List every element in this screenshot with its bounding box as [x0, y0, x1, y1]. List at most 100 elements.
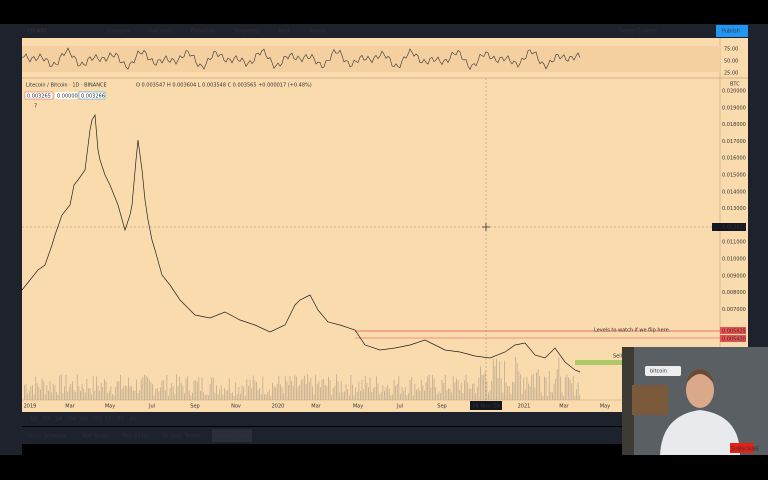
volume-bar — [257, 390, 259, 400]
volume-bar — [38, 387, 40, 400]
timeframe[interactable]: 1Y — [105, 417, 112, 423]
volume-bar — [481, 374, 483, 400]
volume-bar — [248, 386, 249, 400]
volume-bar — [113, 395, 115, 400]
volume-bar — [307, 374, 309, 400]
volume-bar — [128, 377, 129, 400]
volume-bar — [539, 376, 541, 400]
volume-bar — [252, 375, 254, 400]
volume-bar — [425, 382, 427, 400]
price-line — [21, 113, 581, 373]
timeframe[interactable]: 5D — [43, 417, 50, 423]
volume-bar — [222, 394, 224, 400]
volume-bar — [550, 392, 552, 400]
toolbar-button[interactable]: Indicators — [148, 29, 173, 35]
legend-box — [55, 92, 77, 99]
volume-bar — [152, 383, 153, 400]
crosshair-price-box — [712, 223, 746, 231]
volume-bar — [235, 382, 237, 400]
timeframe[interactable]: 5Y — [118, 417, 125, 423]
publish-button[interactable] — [716, 25, 748, 37]
volume-bar — [435, 386, 437, 400]
volume-bar — [451, 392, 453, 400]
volume-bar — [96, 376, 97, 400]
volume-bar — [211, 377, 213, 400]
volume-bar — [436, 394, 438, 400]
level-label: 0.005430 — [722, 337, 746, 343]
bottom-tab[interactable]: Strategy Tester — [162, 434, 201, 440]
volume-bar — [44, 394, 46, 400]
time-tick-label: Sep — [190, 404, 199, 410]
volume-bar — [464, 380, 465, 400]
volume-bar — [107, 393, 109, 400]
time-tick-label: Mar — [65, 404, 75, 410]
legend-value: 0.00000 — [57, 94, 78, 100]
volume-bar — [214, 392, 216, 400]
volume-bar — [414, 384, 416, 400]
bottom-tab[interactable]: Text Notes — [81, 434, 109, 440]
volume-bar — [339, 392, 341, 400]
volume-bar — [560, 376, 561, 400]
timeframe[interactable]: 3M — [68, 417, 76, 423]
bottom-tab[interactable]: Pine Editor — [122, 434, 150, 440]
volume-bar — [145, 375, 147, 400]
volume-bar — [328, 376, 329, 400]
volume-bar — [355, 387, 357, 400]
volume-bar — [352, 384, 353, 400]
toolbar-button[interactable]: Alert — [278, 29, 290, 35]
volume-bar — [385, 387, 387, 400]
volume-bar — [569, 379, 571, 400]
subscribe-button[interactable] — [730, 443, 754, 453]
timeframe[interactable]: 1D — [30, 417, 37, 423]
volume-bar — [70, 383, 72, 400]
volume-bar — [302, 378, 304, 400]
volume-bar — [356, 392, 358, 400]
price-tick-label: 0.014000 — [722, 189, 746, 195]
volume-bar — [372, 388, 374, 400]
volume-bar — [126, 386, 128, 400]
publish-label[interactable]: Publish — [722, 29, 740, 35]
volume-bar — [179, 376, 181, 400]
toolbar-button[interactable]: Compare — [108, 29, 131, 35]
toolbar-button[interactable]: Financials — [191, 29, 216, 35]
volume-bar — [36, 383, 38, 400]
volume-bar — [398, 376, 400, 400]
timeframe[interactable]: YTD — [92, 417, 103, 423]
toolbar-button[interactable]: Replay — [309, 29, 326, 35]
volume-bar — [254, 380, 256, 400]
volume-bar — [177, 386, 179, 400]
time-tick-label: May — [600, 404, 610, 410]
time-tick-label: 2020 — [272, 404, 285, 410]
level-label-box — [720, 327, 746, 334]
volume-bar — [483, 374, 485, 400]
volume-bar — [232, 392, 233, 400]
price-tick-label: 0.015000 — [722, 173, 746, 179]
volume-bar — [166, 375, 168, 400]
timeframe[interactable]: 6M — [80, 417, 88, 423]
volume-bar — [393, 379, 395, 400]
active-tab[interactable] — [212, 429, 252, 442]
volume-bar — [161, 380, 163, 400]
subscribe[interactable]: SUBSCRIBE — [731, 447, 759, 453]
timeframe[interactable]: All — [130, 417, 136, 423]
volume-bar — [284, 376, 286, 400]
bottom-tab[interactable]: Stock Screener — [28, 434, 67, 440]
volume-bar — [529, 386, 531, 400]
layout-name[interactable]: Twitter Content — [618, 29, 657, 35]
volume-bar — [233, 396, 235, 400]
volume-bar — [124, 385, 126, 400]
volume-bar — [452, 375, 454, 400]
bottom-tab[interactable]: Trading Panel — [213, 434, 247, 440]
timeframe[interactable]: 1M — [55, 417, 63, 423]
volume-bar — [315, 374, 317, 400]
volume-bar — [86, 379, 88, 400]
webcam-banner — [645, 366, 681, 376]
volume-bar — [326, 386, 328, 400]
bottom-panel — [0, 427, 768, 444]
toolbar-button[interactable]: Templates — [233, 29, 260, 35]
volume-bar — [484, 371, 486, 400]
volume-bar — [75, 392, 77, 400]
volume-bar — [281, 386, 283, 400]
volume-bar — [342, 392, 344, 400]
volume-bar — [30, 386, 32, 400]
